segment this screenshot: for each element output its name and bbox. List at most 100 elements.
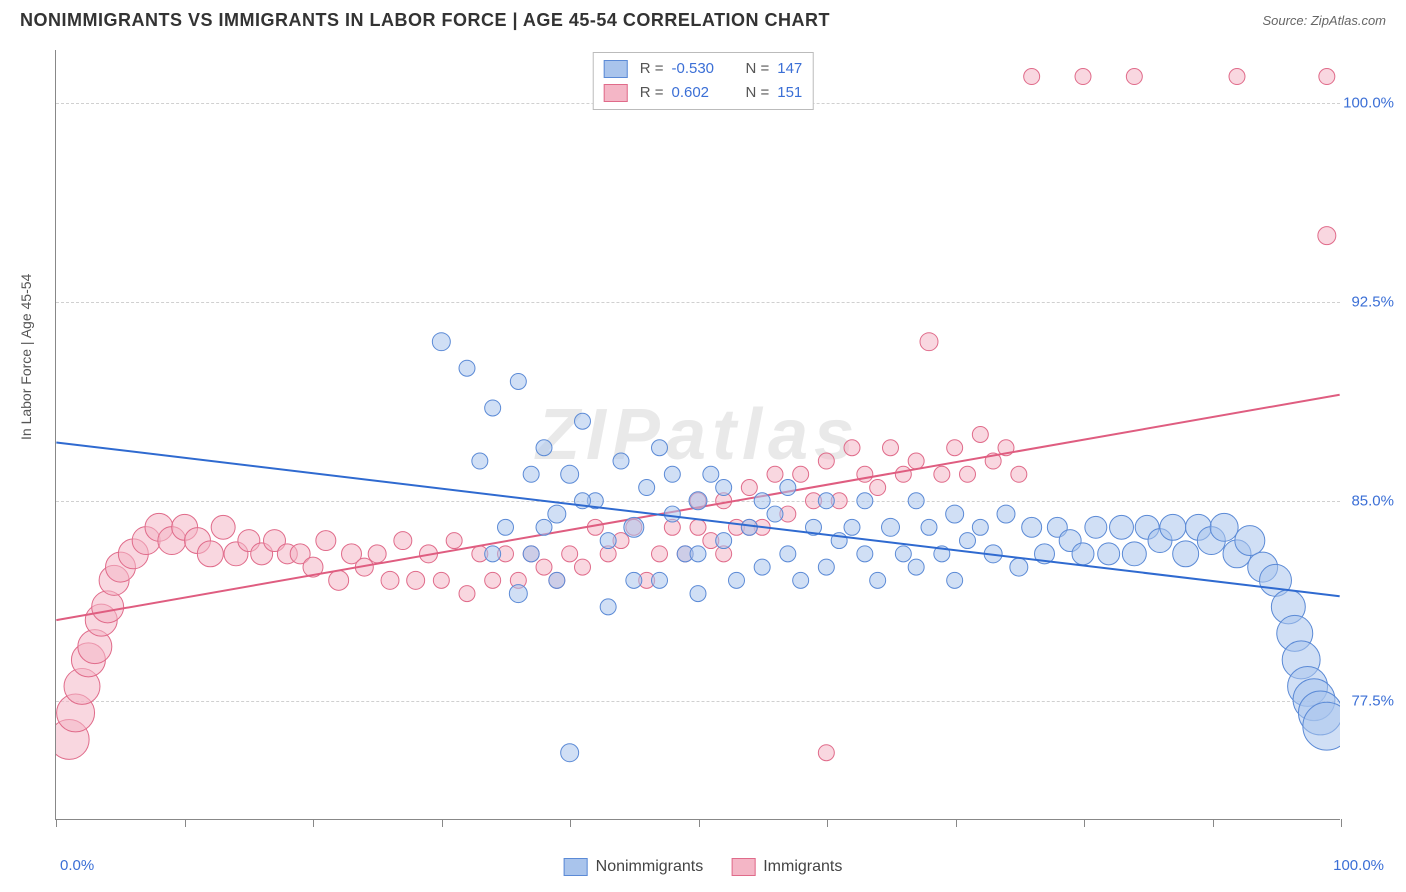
data-point-nonimmigrants [1173,541,1199,567]
data-point-nonimmigrants [754,493,770,509]
data-point-immigrants [368,545,386,563]
data-point-immigrants [1318,227,1336,245]
data-point-nonimmigrants [485,546,501,562]
correlation-legend: R = -0.530 N = 147 R = 0.602 N = 151 [593,52,814,110]
data-point-nonimmigrants [857,493,873,509]
data-point-nonimmigrants [947,572,963,588]
data-point-nonimmigrants [908,493,924,509]
y-tick-label: 77.5% [1351,692,1394,709]
data-point-nonimmigrants [600,533,616,549]
data-point-immigrants [446,533,462,549]
data-point-immigrants [1319,69,1335,85]
y-axis-label: In Labor Force | Age 45-54 [18,274,34,440]
data-point-nonimmigrants [780,480,796,496]
data-point-immigrants [844,440,860,456]
data-point-immigrants [883,440,899,456]
data-point-nonimmigrants [857,546,873,562]
data-point-nonimmigrants [523,466,539,482]
data-point-immigrants [316,531,336,551]
data-point-immigrants [1075,69,1091,85]
data-point-nonimmigrants [818,559,834,575]
data-point-immigrants [536,559,552,575]
x-tick [1084,819,1085,827]
x-tick [1341,819,1342,827]
data-point-immigrants [197,541,223,567]
data-point-nonimmigrants [1098,543,1120,565]
data-point-immigrants [934,466,950,482]
data-point-nonimmigrants [639,480,655,496]
data-point-nonimmigrants [600,599,616,615]
data-point-nonimmigrants [908,559,924,575]
data-point-immigrants [895,466,911,482]
data-point-immigrants [793,466,809,482]
data-point-immigrants [1024,69,1040,85]
data-point-immigrants [92,591,124,623]
x-tick-right: 100.0% [1333,857,1384,874]
data-point-immigrants [908,453,924,469]
x-tick [313,819,314,827]
data-point-immigrants [652,546,668,562]
n-value-immigrants: 151 [777,81,802,105]
data-point-nonimmigrants [767,506,783,522]
data-point-nonimmigrants [432,333,450,351]
x-tick [827,819,828,827]
data-point-nonimmigrants [921,519,937,535]
x-tick [442,819,443,827]
scatter-plot-svg [56,50,1340,819]
correlation-legend-row: R = -0.530 N = 147 [604,57,803,81]
data-point-nonimmigrants [1235,526,1265,556]
data-point-nonimmigrants [780,546,796,562]
data-point-nonimmigrants [997,505,1015,523]
data-point-immigrants [459,586,475,602]
legend-swatch-immigrants [604,84,628,102]
data-point-immigrants [329,570,349,590]
chart-plot-area: ZIPatlas [55,50,1340,820]
legend-item-nonimmigrants: Nonimmigrants [564,858,704,876]
data-point-immigrants [211,515,235,539]
y-tick-label: 92.5% [1351,294,1394,311]
data-point-immigrants [433,572,449,588]
data-point-nonimmigrants [652,440,668,456]
legend-swatch-immigrants [731,858,755,876]
data-point-nonimmigrants [793,572,809,588]
legend-label: Nonimmigrants [596,858,704,876]
x-tick-left: 0.0% [60,857,94,874]
y-tick-label: 100.0% [1343,95,1394,112]
data-point-nonimmigrants [741,519,757,535]
data-point-immigrants [920,333,938,351]
r-value-nonimmigrants: -0.530 [671,57,727,81]
data-point-nonimmigrants [548,505,566,523]
data-point-nonimmigrants [561,465,579,483]
data-point-nonimmigrants [1022,517,1042,537]
legend-label: Immigrants [763,858,842,876]
data-point-nonimmigrants [1160,514,1186,540]
data-point-nonimmigrants [972,519,988,535]
data-point-nonimmigrants [652,572,668,588]
data-point-nonimmigrants [523,546,539,562]
data-point-immigrants [767,466,783,482]
data-point-nonimmigrants [690,586,706,602]
data-point-nonimmigrants [1210,513,1238,541]
data-point-nonimmigrants [561,744,579,762]
r-value-immigrants: 0.602 [671,81,727,105]
correlation-legend-row: R = 0.602 N = 151 [604,81,803,105]
data-point-nonimmigrants [536,519,552,535]
chart-header: NONIMMIGRANTS VS IMMIGRANTS IN LABOR FOR… [0,0,1406,35]
data-point-immigrants [1229,69,1245,85]
data-point-nonimmigrants [716,480,732,496]
data-point-nonimmigrants [549,572,565,588]
data-point-immigrants [870,480,886,496]
data-point-nonimmigrants [754,559,770,575]
data-point-immigrants [575,559,591,575]
data-point-immigrants [1126,69,1142,85]
data-point-nonimmigrants [729,572,745,588]
x-tick [956,819,957,827]
data-point-immigrants [562,546,578,562]
data-point-nonimmigrants [882,518,900,536]
legend-swatch-nonimmigrants [604,60,628,78]
data-point-nonimmigrants [498,519,514,535]
data-point-immigrants [394,532,412,550]
data-point-nonimmigrants [1072,543,1094,565]
data-point-nonimmigrants [1010,558,1028,576]
x-tick [1213,819,1214,827]
